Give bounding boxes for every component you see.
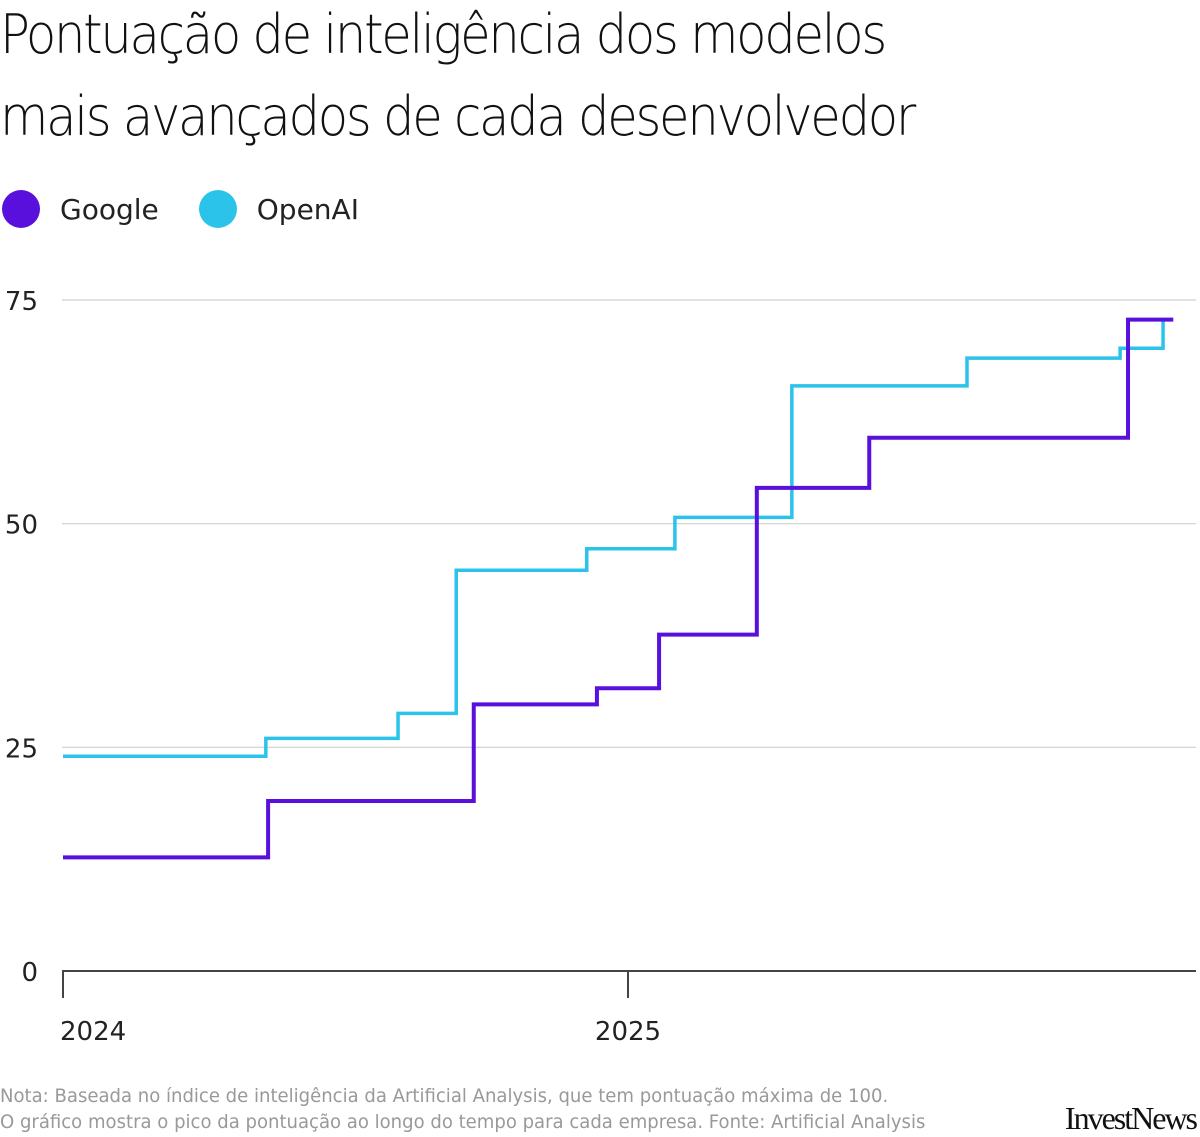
investnews-logo: InvestNews bbox=[1064, 1100, 1198, 1136]
footnote-line-1: Nota: Baseada no índice de inteligência … bbox=[0, 1085, 889, 1107]
legend-swatch-google bbox=[2, 190, 40, 228]
legend-item-openai: OpenAI bbox=[198, 190, 359, 228]
footnote-line-2: O gráfico mostra o pico da pontuação ao … bbox=[0, 1111, 926, 1133]
legend-item-google: Google bbox=[2, 190, 159, 228]
footnote: Nota: Baseada no índice de inteligência … bbox=[0, 1083, 925, 1135]
legend-label-google: Google bbox=[60, 192, 159, 226]
series-line-google bbox=[63, 317, 1174, 860]
legend-label-openai: OpenAI bbox=[256, 192, 359, 226]
legend: Google OpenAI bbox=[2, 190, 399, 228]
title-line-2: mais avançados de cada desenvolvedor bbox=[0, 85, 916, 148]
y-tick-label: 75 bbox=[5, 287, 38, 317]
y-tick-label: 25 bbox=[5, 734, 38, 764]
y-tick-label: 0 bbox=[21, 958, 38, 988]
series-line-openai bbox=[63, 317, 1174, 759]
chart-title: Pontuação de inteligência dos modelos ma… bbox=[0, 0, 916, 158]
y-tick-label: 50 bbox=[5, 511, 38, 541]
legend-swatch-openai bbox=[198, 190, 237, 228]
x-tick-label: 2024 bbox=[60, 1017, 126, 1047]
x-tick-label: 2025 bbox=[595, 1017, 661, 1047]
title-line-1: Pontuação de inteligência dos modelos bbox=[0, 3, 887, 66]
